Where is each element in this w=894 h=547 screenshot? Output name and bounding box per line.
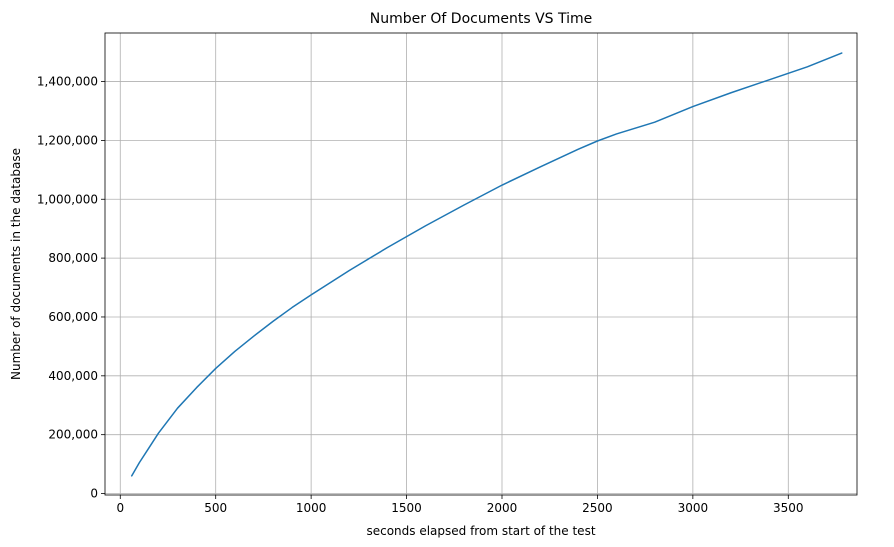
y-tick-label: 800,000 bbox=[48, 251, 98, 265]
y-tick-label: 1,000,000 bbox=[37, 192, 98, 206]
y-tick-label: 400,000 bbox=[48, 369, 98, 383]
y-tick-label: 200,000 bbox=[48, 428, 98, 442]
chart-title: Number Of Documents VS Time bbox=[370, 11, 593, 27]
y-tick-label: 600,000 bbox=[48, 310, 98, 324]
x-tick-label: 500 bbox=[204, 501, 227, 515]
x-tick-label: 3000 bbox=[678, 501, 709, 515]
y-axis-label: Number of documents in the database bbox=[9, 148, 23, 380]
x-tick-label: 1000 bbox=[296, 501, 327, 515]
x-tick-label: 0 bbox=[116, 501, 124, 515]
grid-layer bbox=[105, 33, 857, 495]
y-tick-label: 0 bbox=[90, 487, 98, 501]
x-tick-label: 3500 bbox=[773, 501, 804, 515]
y-tick-label: 1,400,000 bbox=[37, 75, 98, 89]
y-tick-label: 1,200,000 bbox=[37, 133, 98, 147]
plot-area-frame bbox=[104, 32, 858, 496]
series-line bbox=[130, 52, 843, 477]
x-tick-label: 1500 bbox=[391, 501, 422, 515]
x-tick-label: 2000 bbox=[487, 501, 518, 515]
x-tick-label: 2500 bbox=[582, 501, 613, 515]
tick-layer: 0 500 1000 1500 2000 2500 3000 3500 0 200,000 400,… bbox=[37, 75, 804, 515]
x-axis-label: seconds elapsed from start of the test bbox=[366, 524, 595, 538]
